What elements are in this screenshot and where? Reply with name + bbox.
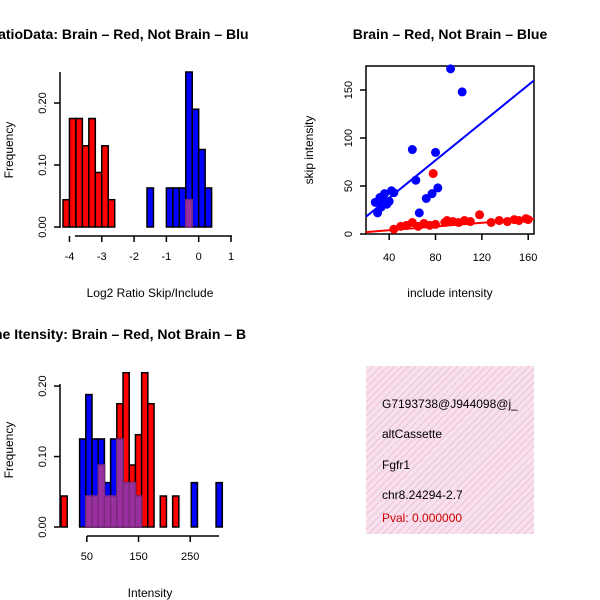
scatter-not-brain-point bbox=[433, 183, 443, 193]
ratio-histogram-brain-bar bbox=[101, 145, 109, 228]
scatter-brain-point bbox=[494, 216, 504, 226]
intensity-histogram-overlap-bar bbox=[103, 495, 112, 528]
scatter-not-brain-point bbox=[457, 87, 467, 97]
scatter-x-tick-label: 80 bbox=[429, 252, 441, 264]
intensity-histogram-x-tick-label: 250 bbox=[181, 551, 199, 563]
ratio-histogram-panel: RatioData: Brain – Red, Not Brain – Blu … bbox=[0, 26, 249, 300]
scatter-not-brain-point bbox=[380, 189, 390, 199]
scatter-brain-point bbox=[514, 216, 524, 226]
ratio-histogram-brain-bar bbox=[62, 198, 71, 228]
intensity-histogram-overlap-bar bbox=[85, 495, 93, 528]
scatter-xlabel: include intensity bbox=[407, 286, 492, 300]
ratio-histogram-brain-bar bbox=[75, 117, 84, 228]
ratio-histogram-not-brain-bar bbox=[197, 148, 206, 228]
scatter-not-brain-point bbox=[431, 147, 441, 157]
ratio-histogram-x-tick-label: -1 bbox=[161, 251, 171, 263]
scatter-brain-point bbox=[428, 169, 438, 179]
scatter-y-tick-label: 50 bbox=[343, 180, 355, 192]
intensity-histogram-x-tick-label: 50 bbox=[81, 551, 93, 563]
p-value: Pval: 0.000000 bbox=[382, 511, 463, 525]
scatter-brain-point bbox=[389, 224, 399, 234]
ratio-histogram-not-brain-bar bbox=[178, 187, 187, 228]
intensity-histogram-title: ne Itensity: Brain – Red, Not Brain – B bbox=[0, 326, 246, 342]
intensity-histogram-xlabel: Intensity bbox=[128, 586, 173, 600]
intensity-histogram-panel: ne Itensity: Brain – Red, Not Brain – B … bbox=[0, 326, 246, 600]
event-info-box: G7193738@J944098@j_ altCassette Fgfr1 ch… bbox=[366, 366, 534, 534]
intensity-histogram-overlap-bar bbox=[122, 481, 130, 528]
scatter-brain-point bbox=[502, 217, 512, 227]
ratio-histogram-x-tick-label: -2 bbox=[129, 251, 139, 263]
scatter-brain-point bbox=[465, 217, 475, 227]
intensity-histogram-overlap-bar bbox=[128, 481, 137, 528]
intensity-histogram-brain-bar bbox=[140, 371, 149, 528]
ratio-histogram-brain-bar bbox=[88, 117, 97, 228]
scatter-not-brain-point bbox=[411, 175, 421, 185]
ratio-histogram-y-tick-label: 0.00 bbox=[37, 216, 49, 237]
ratio-histogram-y-tick-label: 0.10 bbox=[37, 154, 49, 175]
intensity-histogram-y-tick-label: 0.10 bbox=[37, 446, 49, 467]
scatter-not-brain-point bbox=[414, 208, 424, 218]
scatter-x-tick-label: 40 bbox=[383, 252, 395, 264]
scatter-y-tick-label: 0 bbox=[343, 231, 355, 237]
ratio-histogram-brain-bar bbox=[68, 117, 77, 228]
intensity-histogram-overlap-bar bbox=[116, 438, 124, 528]
ratio-histogram-not-brain-bar bbox=[146, 187, 155, 228]
intensity-histogram-y-tick-label: 0.00 bbox=[37, 516, 49, 537]
scatter-brain-point bbox=[486, 217, 496, 227]
intensity-scatter-panel: Brain – Red, Not Brain – Blue include in… bbox=[302, 26, 547, 300]
intensity-histogram-brain-bar bbox=[171, 495, 180, 528]
scatter-plot-frame bbox=[365, 65, 535, 235]
scatter-not-brain-point bbox=[389, 188, 399, 198]
scatter-not-brain-point bbox=[427, 189, 437, 199]
ratio-histogram-x-tick-label: 1 bbox=[228, 251, 234, 263]
gene-name: Fgfr1 bbox=[382, 458, 411, 472]
ratio-histogram-title: RatioData: Brain – Red, Not Brain – Blu bbox=[0, 26, 249, 42]
ratio-histogram-x-tick-label: -3 bbox=[97, 251, 107, 263]
ratio-histogram-xlabel: Log2 Ratio Skip/Include bbox=[87, 286, 214, 300]
ratio-histogram-x-tick-label: 0 bbox=[196, 251, 202, 263]
ratio-histogram-brain-bar bbox=[107, 198, 116, 228]
ratio-histogram-not-brain-bar bbox=[204, 187, 213, 228]
scatter-x-tick-label: 120 bbox=[473, 252, 491, 264]
intensity-histogram-not-brain-bar bbox=[78, 438, 87, 528]
ratio-histogram-not-brain-bar bbox=[191, 108, 200, 228]
intensity-histogram-not-brain-bar bbox=[190, 481, 199, 528]
intensity-histogram-overlap-bar bbox=[97, 464, 106, 528]
intensity-histogram-y-tick-label: 0.20 bbox=[37, 375, 49, 396]
intensity-histogram-overlap-bar bbox=[134, 495, 143, 528]
intensity-histogram-brain-bar bbox=[147, 402, 155, 528]
ratio-histogram-overlap-bar bbox=[185, 198, 193, 228]
ratio-histogram-x-tick-label: -4 bbox=[65, 251, 75, 263]
ratio-histogram-brain-bar bbox=[94, 171, 103, 228]
scatter-not-brain-point bbox=[407, 145, 417, 155]
ratio-histogram-brain-bar bbox=[81, 145, 90, 228]
scatter-y-tick-label: 150 bbox=[343, 81, 355, 99]
scatter-not-brain-point bbox=[384, 196, 394, 206]
genomic-location: chr8.24294-2.7 bbox=[382, 488, 463, 502]
scatter-brain-point bbox=[431, 219, 441, 229]
ratio-histogram-not-brain-bar bbox=[165, 187, 174, 228]
scatter-title: Brain – Red, Not Brain – Blue bbox=[353, 26, 548, 42]
intensity-histogram-not-brain-bar bbox=[215, 481, 224, 528]
scatter-not-brain-point bbox=[446, 64, 456, 74]
scatter-ylabel: skip intensity bbox=[302, 116, 316, 185]
intensity-histogram-brain-bar bbox=[159, 495, 168, 528]
intensity-histogram-brain-bar bbox=[60, 495, 68, 528]
intensity-histogram-overlap-bar bbox=[91, 495, 99, 528]
intensity-histogram-x-tick-label: 150 bbox=[129, 551, 147, 563]
ratio-histogram-ylabel: Frequency bbox=[2, 122, 16, 179]
intensity-histogram-overlap-bar bbox=[109, 495, 118, 528]
scatter-x-tick-label: 160 bbox=[519, 252, 537, 264]
scatter-y-tick-label: 100 bbox=[343, 129, 355, 147]
intensity-histogram-ylabel: Frequency bbox=[2, 422, 16, 479]
ratio-histogram-not-brain-bar bbox=[172, 187, 181, 228]
event-type: altCassette bbox=[382, 427, 443, 441]
scatter-brain-point bbox=[523, 215, 533, 225]
ratio-histogram-y-tick-label: 0.20 bbox=[37, 92, 49, 113]
scatter-brain-point bbox=[475, 210, 485, 220]
event-id: G7193738@J944098@j_ bbox=[382, 397, 518, 411]
